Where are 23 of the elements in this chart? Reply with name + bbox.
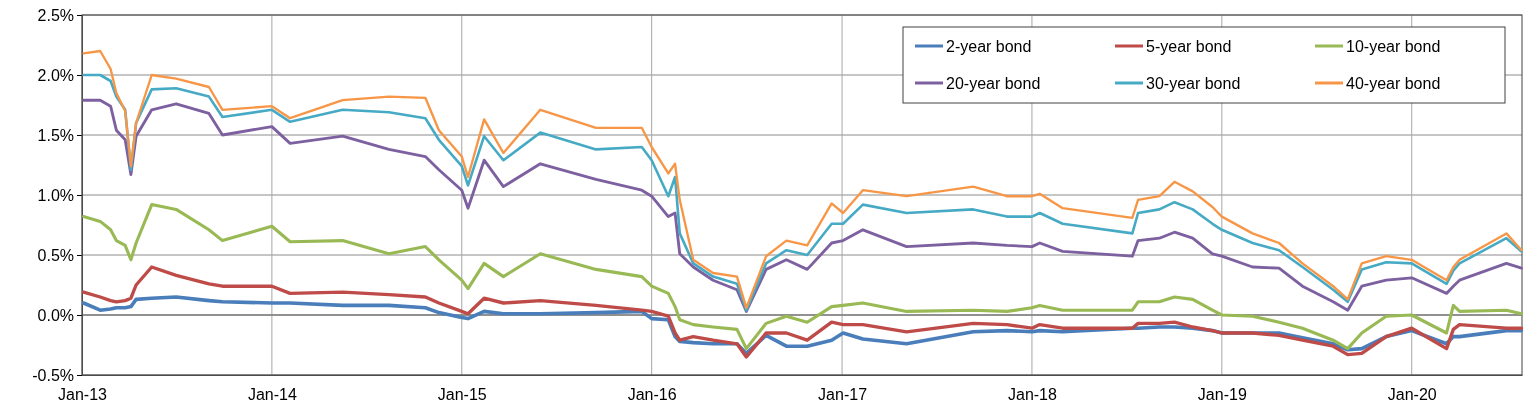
- y-tick-label: 2.5%: [37, 6, 74, 24]
- y-tick-label: 1.5%: [37, 126, 74, 144]
- x-tick-label: Jan-17: [818, 386, 868, 404]
- y-tick-label: 2.0%: [37, 66, 74, 84]
- y-tick-label: 0.5%: [37, 246, 74, 264]
- legend-label: 30-year bond: [1146, 74, 1241, 92]
- legend-label: 5-year bond: [1146, 37, 1232, 55]
- x-tick-label: Jan-20: [1387, 386, 1437, 404]
- x-tick-label: Jan-15: [437, 386, 487, 404]
- legend-label: 2-year bond: [946, 37, 1032, 55]
- legend-label: 10-year bond: [1346, 37, 1441, 55]
- line-series: [81, 265, 1524, 359]
- x-tick-label: Jan-18: [1007, 386, 1057, 404]
- x-tick-label: Jan-14: [247, 386, 297, 404]
- y-tick-label: 1.0%: [37, 186, 74, 204]
- y-tick-label: -0.5%: [32, 366, 74, 384]
- x-tick-label: Jan-13: [58, 386, 108, 404]
- y-tick-label: 0.0%: [37, 306, 74, 324]
- line-series: [82, 203, 1524, 351]
- legend-label: 40-year bond: [1346, 74, 1441, 92]
- x-tick-label: Jan-16: [627, 386, 677, 404]
- legend-label: 20-year bond: [946, 74, 1041, 92]
- x-tick-label: Jan-19: [1197, 386, 1247, 404]
